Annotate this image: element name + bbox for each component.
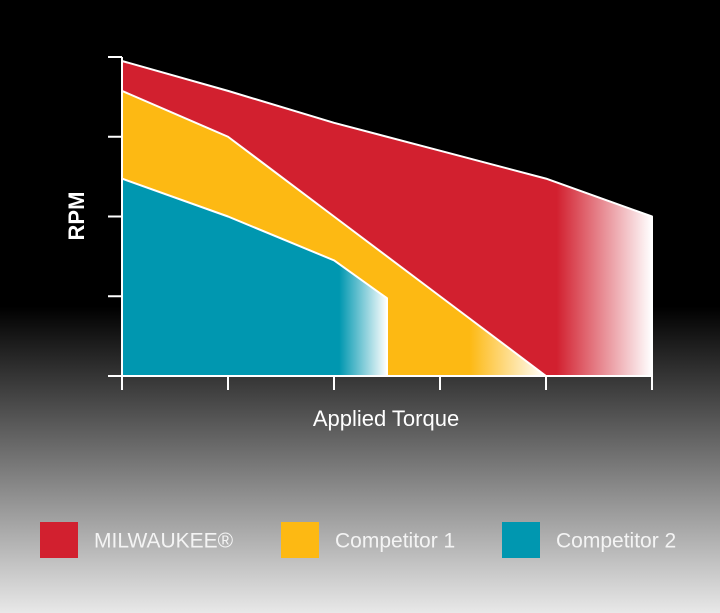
legend-label: MILWAUKEE® xyxy=(94,530,234,553)
legend-label: Competitor 1 xyxy=(335,530,455,553)
legend-swatch xyxy=(502,522,540,558)
legend-swatch xyxy=(281,522,319,558)
legend-swatch xyxy=(40,522,78,558)
y-axis-label: RPM xyxy=(64,192,89,241)
x-axis-label: Applied Torque xyxy=(313,406,459,431)
legend-label: Competitor 2 xyxy=(556,530,676,553)
